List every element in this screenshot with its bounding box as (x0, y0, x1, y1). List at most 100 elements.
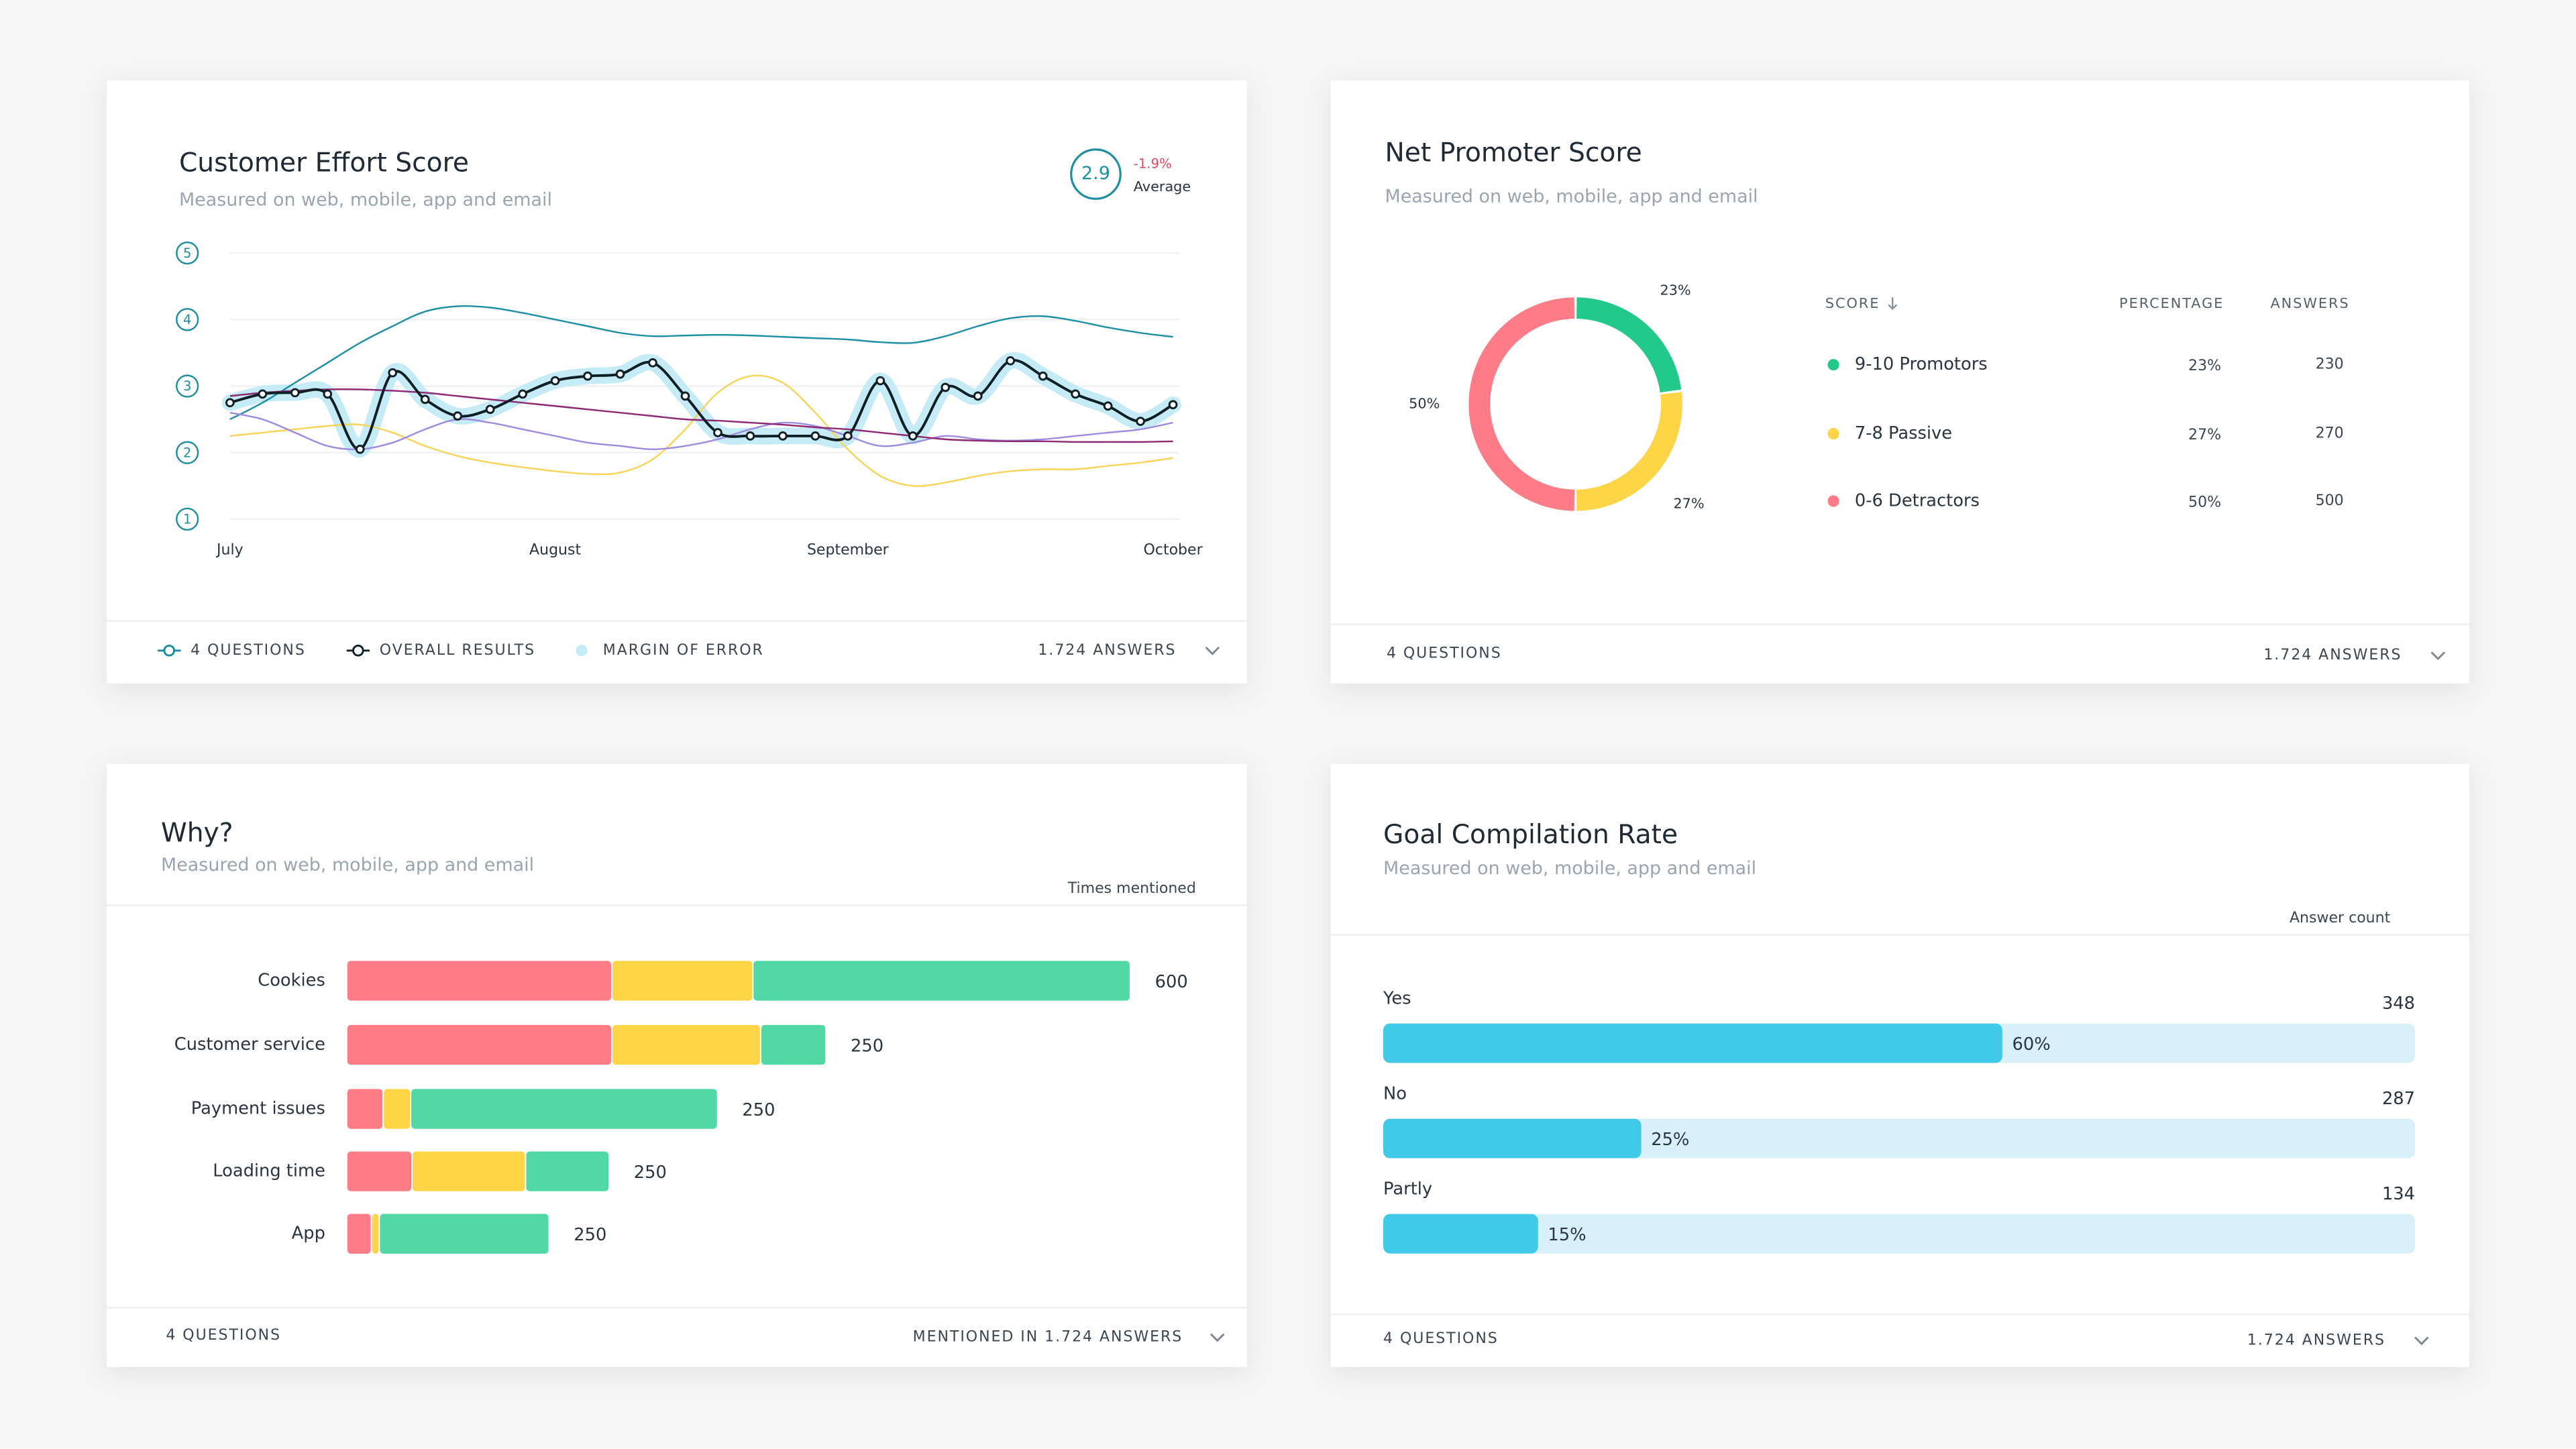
donut-label: 27% (1673, 495, 1704, 511)
count-label: 287 (2382, 1089, 2415, 1109)
count-label: 134 (2382, 1184, 2415, 1204)
percent-label: 25% (1651, 1130, 1689, 1150)
card-title: Net Promoter Score (1385, 138, 1642, 168)
overall-point (1071, 389, 1081, 399)
overall-point (713, 428, 722, 437)
overall-point (1038, 371, 1048, 381)
answers: 230 (2316, 356, 2344, 373)
value-header: Answer count (2290, 910, 2391, 926)
expand-chevron[interactable] (1205, 646, 1220, 655)
overall-point (908, 431, 918, 441)
card-title: Customer Effort Score (179, 148, 469, 178)
average-change: -1.9% (1134, 156, 1172, 171)
total-label: 600 (1155, 972, 1188, 992)
overall-point (843, 431, 853, 441)
percentage: 23% (2188, 358, 2221, 374)
overall-point (583, 371, 592, 381)
y-tick-label: 1 (183, 512, 191, 527)
bar-track (1383, 1214, 2415, 1254)
legend-label[interactable]: MARGIN OF ERROR (603, 642, 764, 659)
expand-chevron[interactable] (1210, 1333, 1225, 1342)
total-label: 250 (634, 1163, 667, 1183)
overall-point (420, 394, 430, 405)
overall-point (453, 411, 463, 421)
bar-segment (525, 1150, 610, 1193)
score-label: 9-10 Promotors (1855, 354, 1988, 374)
card-subtitle: Measured on web, mobile, app and email (1383, 858, 1756, 879)
score-label: 7-8 Passive (1855, 423, 1952, 443)
y-tick-label: 3 (183, 378, 191, 394)
questions-count: 4 QUESTIONS (166, 1327, 281, 1344)
answers: 500 (2316, 492, 2344, 509)
card (1330, 763, 2469, 1367)
questions-count: 4 QUESTIONS (1383, 1330, 1499, 1347)
score-label: 0-6 Detractors (1855, 490, 1980, 511)
card-subtitle: Measured on web, mobile, app and email (1385, 186, 1758, 207)
bar-segment (382, 1087, 412, 1130)
bar-segment (378, 1212, 550, 1255)
total-label: 250 (574, 1225, 606, 1245)
answers-count: 1.724 ANSWERS (2263, 647, 2402, 663)
percentage: 27% (2188, 427, 2221, 443)
overall-point (258, 389, 268, 399)
bar-segment (610, 959, 754, 1002)
percent-label: 15% (1548, 1225, 1586, 1245)
donut-segment (1576, 297, 1682, 393)
category-label: Yes (1383, 988, 1411, 1008)
donut-label: 23% (1660, 282, 1690, 298)
legend-label[interactable]: 4 QUESTIONS (191, 642, 306, 659)
x-tick-label: July (215, 541, 244, 558)
bar-segment (345, 1150, 413, 1193)
value-header: Times mentioned (1067, 880, 1196, 897)
average-badge (1070, 148, 1122, 200)
table-header[interactable]: SCORE (1825, 295, 1880, 311)
donut-label: 50% (1409, 395, 1440, 411)
percent-label: 60% (2012, 1034, 2051, 1055)
overall-point (518, 389, 527, 399)
sort-arrow[interactable] (1888, 297, 1898, 311)
legend-dot (1827, 427, 1839, 440)
bar-segment (759, 1023, 827, 1067)
overall-point (355, 444, 365, 454)
answers-count: 1.724 ANSWERS (2247, 1332, 2385, 1348)
legend-dot (1827, 359, 1839, 371)
donut-segment (1468, 297, 1575, 511)
overall-point (225, 398, 235, 408)
legend-dot (1827, 495, 1839, 507)
category-label: Loading time (213, 1161, 325, 1181)
card-title: Goal Compilation Rate (1383, 820, 1678, 850)
y-tick-circle (176, 308, 199, 331)
legend-icon (163, 644, 176, 657)
table-header: ANSWERS (2270, 295, 2349, 311)
overall-point (388, 368, 398, 378)
bar-segment (345, 1023, 612, 1067)
donut-segment (1576, 392, 1682, 511)
overall-point (778, 431, 788, 441)
expand-chevron[interactable] (2414, 1336, 2429, 1346)
overall-point (1136, 417, 1145, 426)
legend-label[interactable]: OVERALL RESULTS (380, 642, 535, 659)
total-label: 250 (742, 1100, 775, 1120)
overall-point (973, 391, 983, 401)
y-tick-circle (176, 241, 199, 265)
overall-point (941, 382, 951, 392)
category-label: App (292, 1224, 325, 1244)
overall-point (615, 369, 625, 379)
card-subtitle: Measured on web, mobile, app and email (161, 855, 534, 875)
questions-count: 4 QUESTIONS (1387, 645, 1502, 662)
bar-segment (345, 1212, 372, 1255)
legend-icon (576, 645, 588, 657)
x-tick-label: September (807, 541, 890, 558)
expand-chevron[interactable] (2430, 651, 2446, 661)
total-label: 250 (851, 1036, 883, 1057)
overall-point (745, 431, 755, 441)
question-line (229, 388, 1173, 443)
category-label: Cookies (258, 971, 325, 991)
question-line (229, 374, 1173, 487)
table-header: PERCENTAGE (2119, 295, 2224, 311)
overall-point (1006, 356, 1016, 366)
x-tick-label: October (1143, 541, 1203, 558)
y-tick-circle (176, 507, 199, 531)
category-label: Customer service (174, 1034, 325, 1055)
